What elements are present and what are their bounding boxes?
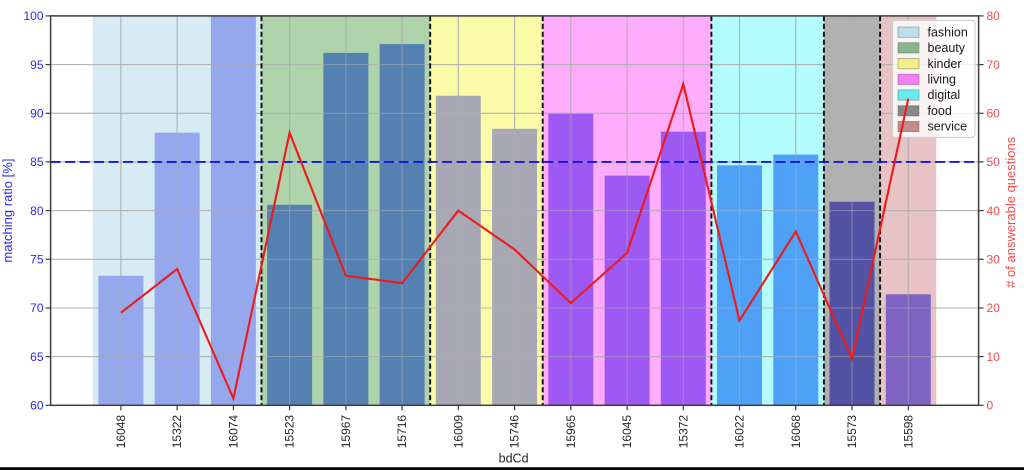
svg-text:95: 95: [30, 58, 44, 72]
svg-text:15746: 15746: [508, 415, 522, 449]
svg-text:16022: 16022: [733, 415, 747, 449]
svg-text:0: 0: [987, 399, 994, 413]
svg-text:16074: 16074: [226, 415, 240, 449]
svg-text:80: 80: [987, 9, 1001, 23]
svg-text:service: service: [928, 120, 968, 134]
svg-text:kinder: kinder: [928, 57, 962, 71]
svg-text:70: 70: [987, 58, 1001, 72]
svg-text:15598: 15598: [901, 415, 915, 449]
svg-text:# of answerable questions: # of answerable questions: [1003, 136, 1018, 288]
svg-text:digital: digital: [928, 88, 961, 102]
svg-text:20: 20: [987, 301, 1001, 315]
svg-text:16048: 16048: [114, 415, 128, 449]
svg-text:15523: 15523: [283, 415, 297, 449]
svg-text:90: 90: [30, 107, 44, 121]
svg-text:16068: 16068: [789, 415, 803, 449]
svg-text:65: 65: [30, 350, 44, 364]
svg-text:food: food: [928, 104, 952, 118]
svg-text:bdCd: bdCd: [499, 452, 529, 466]
svg-text:75: 75: [30, 253, 44, 267]
svg-text:15573: 15573: [845, 415, 859, 449]
svg-text:60: 60: [987, 106, 1001, 120]
svg-text:50: 50: [987, 155, 1001, 169]
svg-text:60: 60: [30, 399, 44, 413]
svg-text:15967: 15967: [339, 415, 353, 449]
svg-text:15322: 15322: [170, 415, 184, 449]
svg-text:80: 80: [30, 204, 44, 218]
svg-text:15965: 15965: [564, 415, 578, 449]
svg-text:10: 10: [987, 350, 1001, 364]
svg-text:30: 30: [987, 253, 1001, 267]
svg-text:40: 40: [987, 204, 1001, 218]
svg-text:15372: 15372: [676, 415, 690, 449]
svg-text:living: living: [928, 73, 957, 87]
svg-text:16009: 16009: [451, 415, 465, 449]
svg-text:15716: 15716: [395, 415, 409, 449]
svg-text:85: 85: [30, 155, 44, 169]
svg-text:70: 70: [30, 301, 44, 315]
svg-text:matching ratio [%]: matching ratio [%]: [0, 159, 15, 263]
svg-text:beauty: beauty: [928, 41, 966, 55]
svg-text:fashion: fashion: [928, 25, 968, 39]
svg-text:100: 100: [23, 9, 43, 23]
svg-text:16045: 16045: [620, 415, 634, 449]
